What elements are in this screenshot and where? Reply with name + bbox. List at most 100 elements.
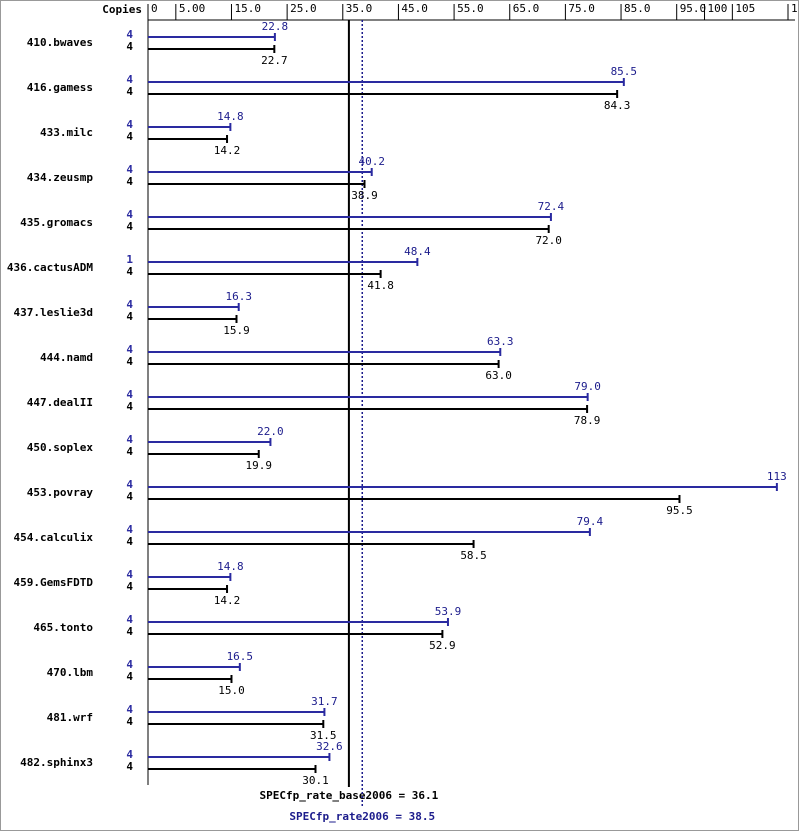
reference-label: SPECfp_rate2006 = 38.5 [289, 810, 435, 823]
value-label: 16.5 [227, 650, 254, 663]
copies-label: 4 [126, 670, 133, 683]
category-label: 444.namd [40, 351, 93, 364]
value-label: 14.2 [214, 144, 241, 157]
category-label: 436.cactusADM [7, 261, 93, 274]
copies-label: 4 [126, 703, 133, 716]
value-label: 15.0 [218, 684, 245, 697]
category-label: 435.gromacs [20, 216, 93, 229]
x-tick-label: 0 [151, 2, 158, 15]
copies-label: 4 [126, 118, 133, 131]
copies-label: 4 [126, 658, 133, 671]
copies-label: 4 [126, 28, 133, 41]
copies-label: 4 [126, 613, 133, 626]
copies-label: 4 [126, 523, 133, 536]
value-label: 58.5 [460, 549, 487, 562]
copies-label: 4 [126, 580, 133, 593]
copies-label: 4 [126, 433, 133, 446]
category-label: 410.bwaves [27, 36, 93, 49]
category-label: 416.gamess [27, 81, 93, 94]
copies-label: 4 [126, 220, 133, 233]
category-label: 450.soplex [27, 441, 94, 454]
copies-label: 4 [126, 760, 133, 773]
value-label: 14.8 [217, 110, 244, 123]
value-label: 95.5 [666, 504, 693, 517]
copies-label: 4 [126, 715, 133, 728]
x-tick-label: 85.0 [624, 2, 651, 15]
copies-label: 4 [126, 355, 133, 368]
copies-label: 4 [126, 85, 133, 98]
category-label: 433.milc [40, 126, 93, 139]
copies-label: 4 [126, 400, 133, 413]
value-label: 72.0 [535, 234, 562, 247]
value-label: 79.0 [574, 380, 601, 393]
x-tick-label: 75.0 [568, 2, 595, 15]
value-label: 52.9 [429, 639, 456, 652]
value-label: 40.2 [358, 155, 385, 168]
value-label: 84.3 [604, 99, 631, 112]
category-label: 482.sphinx3 [20, 756, 93, 769]
value-label: 113 [767, 470, 787, 483]
value-label: 22.8 [262, 20, 289, 33]
value-label: 30.1 [302, 774, 329, 787]
category-label: 447.dealII [27, 396, 93, 409]
category-label: 481.wrf [47, 711, 93, 724]
copies-label: 4 [126, 535, 133, 548]
x-tick-label: 95.0 [680, 2, 707, 15]
x-tick-label: 65.0 [513, 2, 540, 15]
copies-label: 4 [126, 388, 133, 401]
x-tick-label: 105 [735, 2, 755, 15]
copies-label: 4 [126, 478, 133, 491]
value-label: 22.0 [257, 425, 284, 438]
value-label: 14.2 [214, 594, 241, 607]
x-tick-label: 5.00 [179, 2, 206, 15]
x-tick-label: 55.0 [457, 2, 484, 15]
copies-label: 4 [126, 568, 133, 581]
copies-label: 4 [126, 343, 133, 356]
copies-label: 1 [126, 253, 133, 266]
category-label: 459.GemsFDTD [14, 576, 94, 589]
x-tick-label: 25.0 [290, 2, 317, 15]
value-label: 15.9 [223, 324, 250, 337]
copies-label: 4 [126, 163, 133, 176]
category-label: 465.tonto [33, 621, 93, 634]
value-label: 53.9 [435, 605, 462, 618]
x-tick-label: 115 [791, 2, 799, 15]
copies-header: Copies [102, 3, 142, 16]
value-label: 85.5 [611, 65, 638, 78]
value-label: 38.9 [351, 189, 378, 202]
copies-label: 4 [126, 625, 133, 638]
reference-label: SPECfp_rate_base2006 = 36.1 [259, 789, 438, 802]
value-label: 19.9 [245, 459, 272, 472]
value-label: 31.5 [310, 729, 337, 742]
category-label: 437.leslie3d [14, 306, 93, 319]
copies-label: 4 [126, 445, 133, 458]
copies-label: 4 [126, 298, 133, 311]
value-label: 79.4 [577, 515, 604, 528]
copies-label: 4 [126, 310, 133, 323]
value-label: 48.4 [404, 245, 431, 258]
x-tick-label: 100 [708, 2, 728, 15]
value-label: 32.6 [316, 740, 343, 753]
category-label: 434.zeusmp [27, 171, 94, 184]
copies-label: 4 [126, 73, 133, 86]
x-tick-label: 45.0 [401, 2, 428, 15]
copies-label: 4 [126, 130, 133, 143]
copies-label: 4 [126, 265, 133, 278]
value-label: 63.0 [485, 369, 512, 382]
value-label: 63.3 [487, 335, 514, 348]
value-label: 78.9 [574, 414, 601, 427]
value-label: 14.8 [217, 560, 244, 573]
category-label: 453.povray [27, 486, 94, 499]
value-label: 41.8 [367, 279, 394, 292]
copies-label: 4 [126, 208, 133, 221]
x-tick-label: 15.0 [234, 2, 261, 15]
x-tick-label: 35.0 [346, 2, 373, 15]
value-label: 22.7 [261, 54, 288, 67]
category-label: 470.lbm [47, 666, 94, 679]
value-label: 72.4 [538, 200, 565, 213]
category-label: 454.calculix [14, 531, 94, 544]
value-label: 31.7 [311, 695, 338, 708]
copies-label: 4 [126, 748, 133, 761]
